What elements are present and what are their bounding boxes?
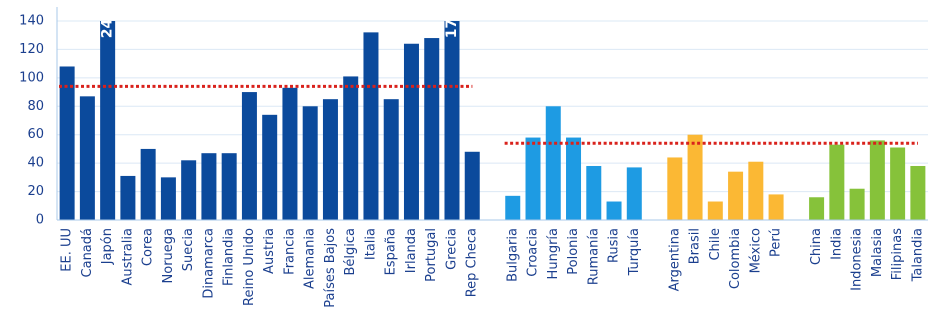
bar: [181, 160, 197, 220]
bar: [687, 134, 703, 220]
x-tick-label: Países Bajos: [323, 228, 338, 308]
y-tick-label: 100: [19, 70, 44, 85]
x-tick-label: España: [384, 228, 399, 275]
x-tick-label: Dinamarca: [201, 228, 216, 299]
x-tick-label: Rusia: [607, 228, 622, 263]
x-tick-label: Bulgaria: [505, 228, 520, 282]
bar: [160, 177, 176, 220]
x-tick-label: Rumanía: [586, 228, 601, 285]
bar: [444, 21, 460, 220]
x-tick-label: Alemania: [303, 228, 318, 289]
x-tick-label: Rep Checa: [465, 228, 480, 297]
y-tick-label: 0: [36, 213, 44, 228]
bar: [79, 96, 95, 220]
y-tick-label: 80: [27, 99, 44, 114]
y-tick-label: 120: [19, 42, 44, 57]
bar: [707, 201, 723, 220]
bar: [545, 106, 561, 220]
bar: [869, 140, 885, 220]
bar: [728, 171, 744, 220]
x-tick-label: Malasia: [870, 228, 885, 277]
x-tick-label: Talandia: [910, 228, 925, 282]
x-tick-label: Grecia: [444, 228, 459, 270]
bar: [809, 197, 825, 220]
x-tick-label: Reino Unido: [242, 228, 257, 306]
y-tick-label: 20: [27, 184, 44, 199]
x-tick-label: Turquía: [627, 228, 642, 276]
x-tick-label: Argentina: [667, 228, 682, 291]
bar: [100, 21, 116, 220]
bar: [120, 175, 136, 220]
bar: [667, 157, 683, 220]
x-tick-label: Colombia: [728, 228, 743, 289]
x-tick-label: Indonesia: [850, 228, 865, 291]
bar: [383, 99, 399, 220]
bar: [241, 92, 257, 220]
x-tick-label: EE. UU: [60, 228, 75, 272]
bar: [829, 144, 845, 220]
x-tick-label: Austria: [262, 228, 277, 274]
bar: [890, 147, 906, 220]
x-tick-label: Perú: [769, 228, 784, 257]
x-tick-label: Australia: [120, 228, 135, 286]
x-tick-label: Suecia: [181, 228, 196, 271]
x-tick-label: Filipinas: [890, 228, 905, 280]
x-tick-label: Canadá: [80, 228, 95, 277]
bar: [424, 38, 440, 220]
x-tick-label: Brasil: [688, 228, 703, 264]
bar: [464, 151, 480, 220]
y-tick-label: 140: [19, 14, 44, 29]
x-tick-label: Bélgica: [343, 228, 358, 276]
bar: [262, 114, 278, 220]
x-tick-label: Italia: [363, 228, 378, 260]
x-tick-label: Chile: [708, 228, 723, 261]
x-tick-label: Noruega: [161, 228, 176, 283]
x-tick-label: Francia: [282, 228, 297, 275]
bar: [748, 161, 764, 220]
bar: [505, 195, 521, 220]
x-tick-label: Japón: [100, 228, 115, 265]
bar: [140, 148, 156, 220]
bar: [322, 99, 338, 220]
x-tick-label: Croacia: [526, 228, 541, 277]
x-tick-label: China: [809, 228, 824, 265]
value-label: 176: [444, 9, 460, 38]
bar: [566, 137, 582, 220]
bar: [586, 165, 602, 220]
bar: [221, 153, 237, 220]
bar: [302, 106, 318, 220]
bar: [201, 153, 217, 220]
x-tick-label: Corea: [141, 228, 156, 266]
bar: [343, 76, 359, 220]
y-tick-label: 40: [27, 156, 44, 171]
bar: [626, 167, 642, 220]
value-label: 245: [100, 9, 116, 38]
x-tick-label: Finlandia: [222, 228, 237, 286]
bar: [606, 201, 622, 220]
x-tick-label: Portugal: [424, 228, 439, 282]
bar: [59, 66, 75, 220]
bar: [525, 137, 541, 220]
bar: [910, 165, 926, 220]
x-tick-label: Irlanda: [404, 228, 419, 273]
x-tick-label: Hungría: [546, 228, 561, 279]
bar: [849, 188, 865, 220]
x-tick-label: México: [748, 228, 763, 273]
bar: [768, 194, 784, 220]
x-tick-label: India: [829, 228, 844, 260]
bar: [363, 32, 379, 220]
y-tick-label: 60: [27, 127, 44, 142]
x-tick-label: Polonia: [566, 228, 581, 275]
bar: [282, 87, 298, 220]
bar: [403, 43, 419, 220]
